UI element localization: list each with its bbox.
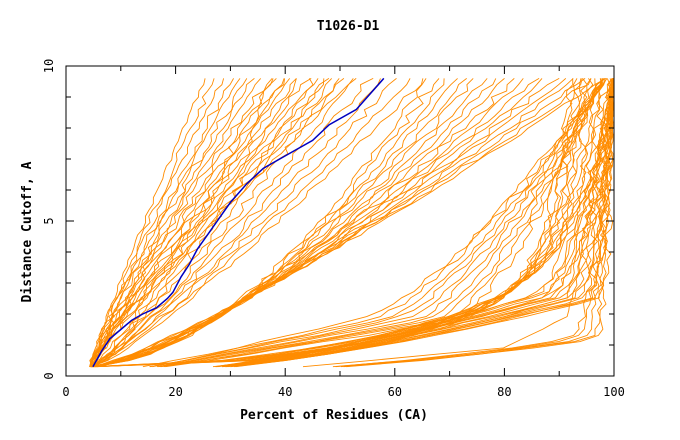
series-line-27: [90, 77, 374, 368]
series-line-93: [346, 78, 614, 368]
series-line-9: [89, 78, 273, 368]
series-line-91: [340, 78, 614, 368]
series-line-8: [89, 78, 262, 367]
series-line-50: [95, 78, 607, 368]
series-line-7: [89, 78, 255, 367]
series-line-80: [222, 78, 614, 368]
x-axis-title: Percent of Residues (CA): [240, 408, 428, 423]
series-line-28: [94, 78, 381, 368]
series-line-10: [89, 78, 277, 367]
series-line-29: [93, 78, 397, 368]
series-line-66: [93, 78, 592, 368]
series-line-21: [94, 78, 286, 367]
series-line-52: [152, 78, 608, 368]
highlight-series-line: [92, 77, 385, 368]
series-line-35: [94, 78, 458, 368]
series-line-2: [89, 78, 215, 367]
series-line-6: [89, 78, 248, 367]
series-line-58: [163, 78, 604, 368]
series-line-19: [91, 78, 357, 367]
series-line-34: [95, 78, 445, 368]
series-line-54: [149, 78, 606, 368]
series-line-24: [94, 78, 330, 368]
plot-lines: [89, 77, 614, 368]
series-line-79: [217, 78, 614, 368]
series-line-1: [90, 78, 206, 367]
x-tick-label: 80: [497, 385, 511, 399]
y-tick-label: 5: [42, 217, 56, 224]
series-line-76: [216, 78, 614, 368]
series-line-72: [91, 78, 613, 368]
chart-title: T1026-D1: [317, 19, 380, 34]
series-line-33: [97, 78, 440, 368]
series-line-25: [96, 78, 340, 367]
y-tick-label: 10: [42, 59, 56, 73]
y-tick-label: 0: [42, 372, 56, 379]
x-tick-label: 0: [62, 385, 69, 399]
series-line-51: [142, 78, 605, 368]
y-axis-title: Distance Cutoff, A: [20, 161, 35, 302]
x-tick-label: 40: [278, 385, 292, 399]
x-tick-label: 20: [168, 385, 182, 399]
series-line-26: [92, 78, 354, 368]
series-line-70: [95, 78, 605, 368]
series-line-64: [91, 78, 582, 368]
series-line-82: [225, 78, 614, 368]
series-line-94: [302, 78, 614, 368]
series-line-57: [160, 78, 604, 368]
series-line-30: [91, 78, 411, 368]
series-line-13: [91, 78, 297, 367]
series-line-31: [90, 78, 424, 368]
series-line-49: [93, 78, 592, 368]
x-tick-label: 60: [388, 385, 402, 399]
series-line-41: [91, 78, 515, 368]
series-line-23: [92, 78, 314, 368]
x-tick-label: 100: [603, 385, 625, 399]
axis-ticks: 0 20 40 60 80 100 0 5 10: [42, 59, 625, 399]
series-line-14: [90, 78, 312, 367]
series-line-12: [89, 78, 291, 367]
series-line-77: [222, 78, 614, 368]
series-line-22: [93, 78, 297, 368]
